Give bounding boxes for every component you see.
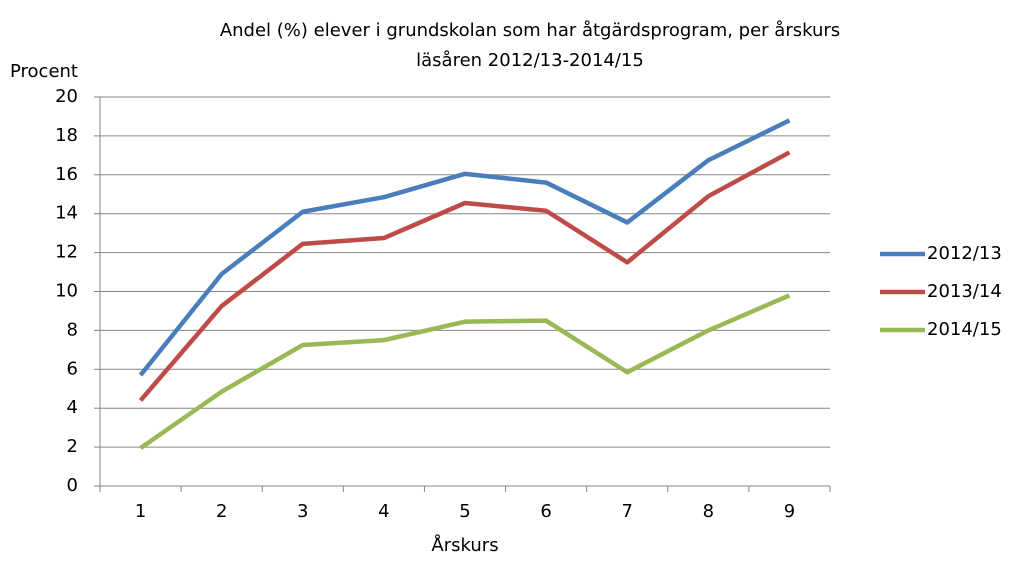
data-line	[139, 293, 791, 450]
x-tick-label: 7	[621, 501, 632, 522]
y-tick-label: 20	[55, 86, 78, 107]
data-line	[138, 150, 791, 402]
y-tick-label: 18	[55, 125, 78, 146]
x-tick-label: 4	[378, 501, 389, 522]
x-tick-label: 3	[297, 501, 308, 522]
y-tick-label: 4	[67, 397, 78, 418]
x-tick-label: 9	[784, 501, 795, 522]
y-tick-label: 0	[67, 475, 78, 496]
data-line	[138, 118, 791, 377]
legend-label: 2014/15	[927, 319, 1002, 340]
x-tick-label: 1	[135, 501, 146, 522]
y-tick-label: 8	[67, 319, 78, 340]
y-axis-label: Procent	[10, 61, 78, 82]
x-tick-label: 8	[703, 501, 714, 522]
x-axis-label: Årskurs	[431, 534, 498, 556]
legend-label: 2012/13	[927, 243, 1002, 264]
y-tick-label: 14	[55, 203, 78, 224]
x-tick-label: 5	[459, 501, 470, 522]
y-tick-label: 16	[55, 164, 78, 185]
x-tick-label: 2	[216, 501, 227, 522]
y-tick-label: 6	[67, 358, 78, 379]
chart-title: Andel (%) elever i grundskolan som har å…	[220, 20, 840, 41]
y-tick-label: 10	[55, 281, 78, 302]
x-tick-label: 6	[540, 501, 551, 522]
legend-label: 2013/14	[927, 281, 1002, 302]
y-tick-label: 12	[55, 242, 78, 263]
chart-title: läsåren 2012/13-2014/15	[416, 50, 644, 71]
y-tick-label: 2	[67, 436, 78, 457]
